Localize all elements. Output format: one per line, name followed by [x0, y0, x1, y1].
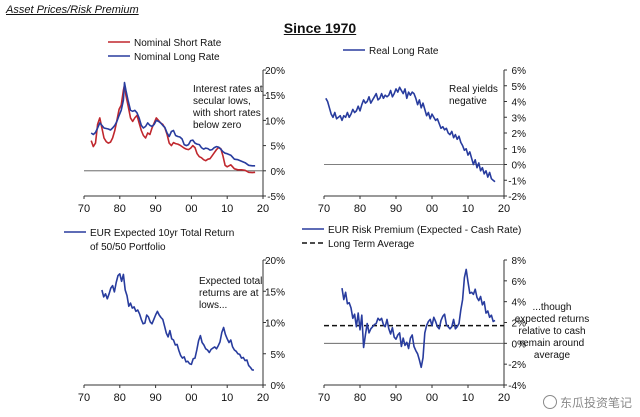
x-tick-label: 10 — [462, 392, 474, 404]
legend-label: Long Term Average — [328, 239, 415, 250]
x-tick-label: 80 — [114, 392, 126, 404]
y-tick-label: 0% — [271, 167, 286, 178]
x-tick-label: 70 — [318, 392, 330, 404]
annotation-text: relative to cash — [518, 326, 585, 337]
wechat-icon — [542, 395, 557, 409]
y-tick-label: 4% — [512, 98, 527, 109]
y-tick-label: 6% — [512, 277, 527, 288]
y-tick-label: 5% — [271, 350, 286, 361]
chart-3: 70 80 90 00 10 200% 5% 10% 15% 20% EUR Expected 10… — [64, 228, 285, 404]
x-tick-label: 20 — [498, 392, 510, 404]
legend-label: of 50/50 Portfolio — [90, 242, 166, 253]
watermark: 东瓜投资笔记 — [542, 394, 632, 411]
x-tick-label: 20 — [498, 203, 510, 215]
annotation-text: ...though — [533, 302, 572, 313]
y-tick-label: -1% — [508, 176, 526, 187]
y-tick-label: -5% — [267, 192, 285, 203]
x-tick-label: 70 — [318, 203, 330, 215]
y-tick-label: 5% — [271, 142, 286, 153]
x-tick-label: 10 — [221, 203, 233, 215]
watermark-text: 东瓜投资笔记 — [559, 396, 632, 410]
series-line — [101, 272, 254, 371]
chart-1: 70 80 90 00 10 20-5% 0% 5% 10% 15% 20% Nominal Shor… — [78, 38, 285, 215]
annotation-text: lows... — [199, 300, 227, 311]
y-tick-label: 15% — [265, 287, 285, 298]
legend-label: EUR Expected 10yr Total Return — [90, 228, 234, 239]
legend-label: Real Long Rate — [369, 46, 439, 57]
y-tick-label: -2% — [508, 360, 526, 371]
annotation-text: Expected total — [199, 276, 262, 287]
series-line — [341, 268, 496, 369]
y-tick-label: 0% — [512, 339, 527, 350]
annotation-text: with short rates — [192, 108, 261, 119]
y-tick-label: 10% — [265, 319, 285, 330]
x-tick-label: 80 — [114, 203, 126, 215]
y-tick-label: 10% — [265, 116, 285, 127]
y-tick-label: 0% — [271, 381, 286, 392]
annotation-text: average — [534, 350, 571, 361]
y-tick-label: 3% — [512, 113, 527, 124]
series-line — [90, 81, 256, 167]
x-tick-label: 10 — [221, 392, 233, 404]
x-tick-label: 80 — [354, 392, 366, 404]
legend-label: Nominal Short Rate — [134, 38, 222, 49]
x-tick-label: 20 — [257, 392, 269, 404]
chart-4: 70 80 90 00 10 20-4% -2% 0% 2% 4% 6% 8% EUR Risk Pre… — [302, 225, 589, 404]
legend-label: Nominal Long Rate — [134, 52, 220, 63]
annotation-text: secular lows, — [193, 96, 251, 107]
annotation-text: negative — [449, 96, 487, 107]
y-tick-label: 1% — [512, 145, 527, 156]
series-line — [325, 86, 496, 183]
y-tick-label: 2% — [512, 129, 527, 140]
y-tick-label: 20% — [265, 66, 285, 77]
y-tick-label: 8% — [512, 256, 527, 267]
x-tick-label: 10 — [462, 203, 474, 215]
y-tick-label: -2% — [508, 192, 526, 203]
y-tick-label: 15% — [265, 91, 285, 102]
x-tick-label: 20 — [257, 203, 269, 215]
x-tick-label: 00 — [426, 392, 438, 404]
x-tick-label: 00 — [185, 392, 197, 404]
x-tick-label: 90 — [149, 203, 161, 215]
x-tick-label: 70 — [78, 203, 90, 215]
y-tick-label: 2% — [512, 319, 527, 330]
annotation-text: remain around — [520, 338, 584, 349]
annotation-text: below zero — [193, 120, 242, 131]
annotation-text: Real yields — [449, 84, 498, 95]
chart-2: 70 80 90 00 10 20-2% -1% 0% 1% 2% 3% 4% 5% 6% Real Lon… — [318, 46, 526, 215]
annotation-text: returns are at — [199, 288, 259, 299]
x-tick-label: 00 — [185, 203, 197, 215]
y-tick-label: 0% — [512, 161, 527, 172]
y-tick-label: 6% — [512, 66, 527, 77]
annotation-text: Interest rates at — [193, 84, 263, 95]
legend-label: EUR Risk Premium (Expected - Cash Rate) — [328, 225, 521, 236]
x-tick-label: 70 — [78, 392, 90, 404]
x-tick-label: 90 — [390, 392, 402, 404]
y-tick-label: 4% — [512, 298, 527, 309]
x-tick-label: 90 — [149, 392, 161, 404]
y-tick-label: 5% — [512, 82, 527, 93]
x-tick-label: 00 — [426, 203, 438, 215]
x-tick-label: 90 — [390, 203, 402, 215]
x-tick-label: 80 — [354, 203, 366, 215]
y-tick-label: -4% — [508, 381, 526, 392]
page-title: Asset Prices/Risk Premium — [6, 4, 139, 16]
y-tick-label: 20% — [265, 256, 285, 267]
main-heading: Since 1970 — [283, 20, 357, 36]
annotation-text: expected returns — [515, 314, 590, 325]
